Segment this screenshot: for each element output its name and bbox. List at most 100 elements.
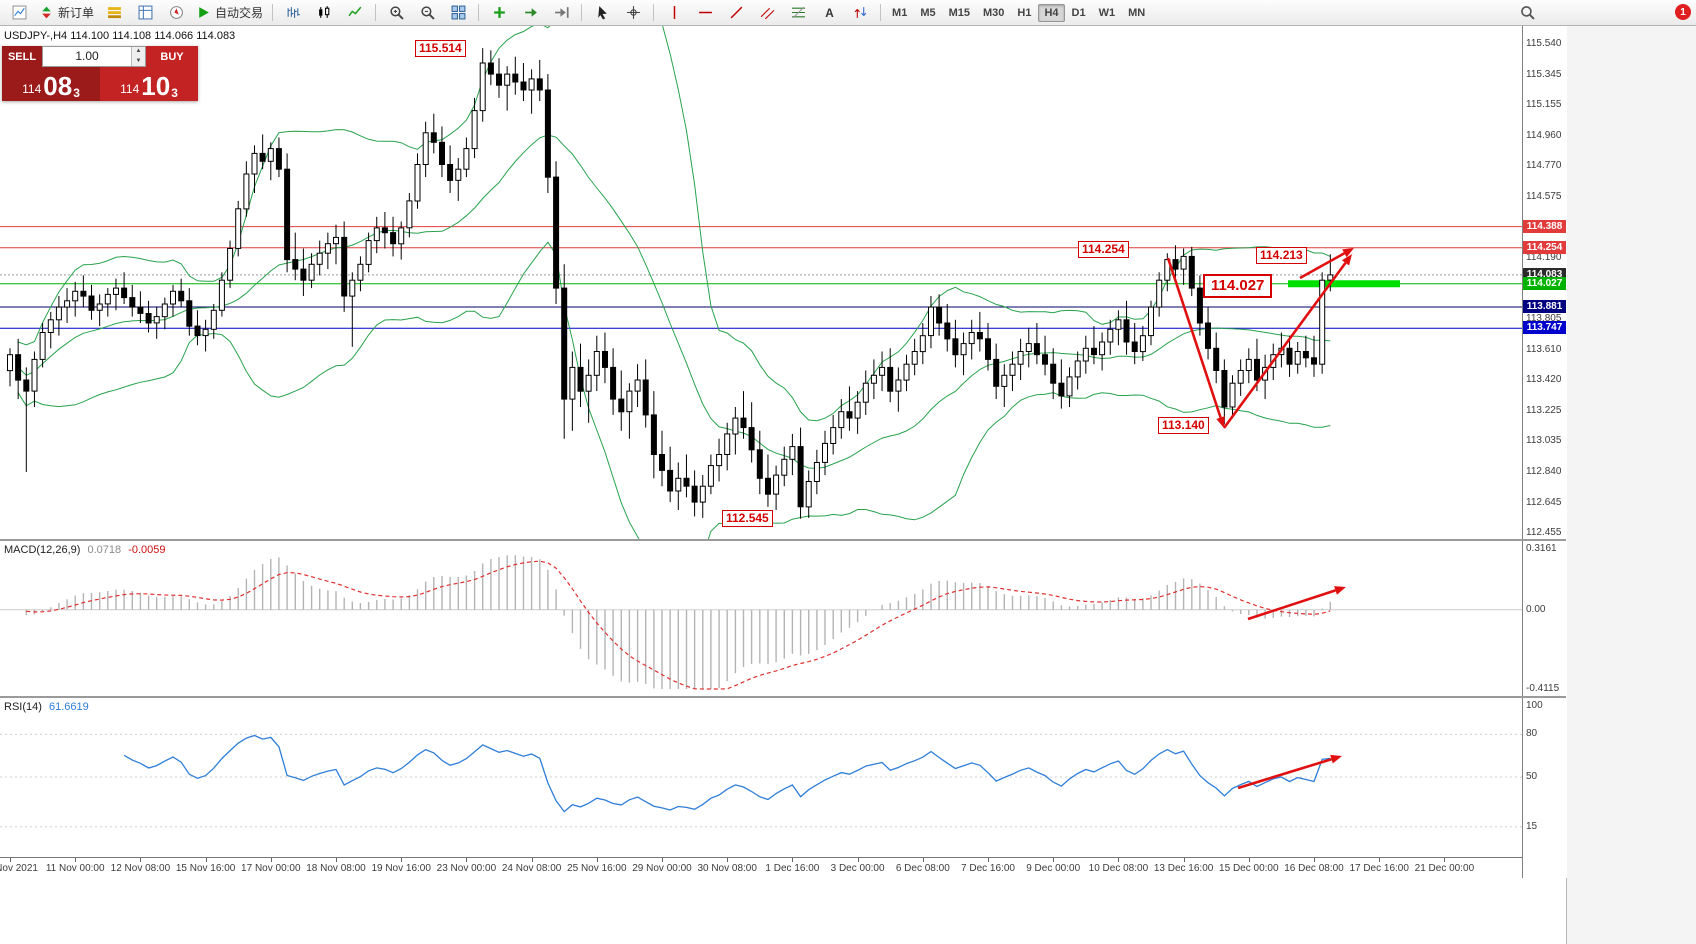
navigator-icon [169,5,184,20]
time-tick [1444,858,1446,862]
sell-button[interactable]: 114 08 3 [2,67,100,101]
price-annotation-114.254[interactable]: 114.254 [1078,241,1129,258]
time-tick [1248,858,1250,862]
time-tick [596,858,598,862]
bar-chart-button[interactable] [278,1,308,24]
zoom-in-button[interactable] [381,1,411,24]
time-tick [1053,858,1055,862]
symbol-ohlc-line: USDJPY-,H4 114.100 114.108 114.066 114.0… [4,30,236,42]
navigator-button[interactable] [161,1,191,24]
autotrading-label: 自动交易 [215,6,264,20]
notification-badge[interactable]: 1 [1675,4,1691,20]
shift-icon [554,5,569,20]
price-tick: 113.035 [1526,435,1562,447]
text-tool-button[interactable]: A [814,1,844,24]
line-chart-button[interactable] [340,1,370,24]
candles-icon [317,5,332,20]
bollinger-lower [17,241,1331,598]
crosshair-button[interactable] [618,1,648,24]
time-tick [140,858,142,862]
vertical-line-button[interactable] [659,1,689,24]
timeframe-h4-button[interactable]: H4 [1038,3,1065,22]
macd-chart-canvas[interactable] [0,541,1522,702]
time-label: 12 Nov 08:00 [110,863,171,874]
lot-size-field[interactable]: 1.00 ▲ ▼ [42,46,146,67]
trendline-button[interactable] [721,1,751,24]
price-tick: 115.345 [1526,68,1562,80]
macd-signal-value: -0.0059 [128,544,166,556]
time-label: 25 Nov 16:00 [567,863,627,874]
price-tick: 112.645 [1526,496,1562,508]
new-order-button[interactable]: 新订单 [35,1,98,24]
time-tick [401,858,403,862]
timeframe-m30-button[interactable]: M30 [983,6,1005,19]
macd-scale-zero: 0.00 [1526,603,1546,615]
market-watch-button[interactable] [99,1,129,24]
time-label: 15 Dec 00:00 [1219,863,1279,874]
horizontal-line-button[interactable] [690,1,720,24]
time-tick [75,858,77,862]
price-annotation-115.514[interactable]: 115.514 [415,40,466,57]
search-button[interactable] [1512,1,1542,24]
macd-main-value: 0.0718 [87,544,122,556]
time-label: 17 Nov 00:00 [241,863,301,874]
sell-tab[interactable]: SELL [2,46,42,67]
bars-icon [286,5,301,20]
fibonacci-button[interactable] [783,1,813,24]
rsi-chart-canvas[interactable] [0,698,1522,861]
lot-value[interactable]: 1.00 [75,49,99,63]
price-annotation-113.140[interactable]: 113.140 [1158,417,1209,434]
cursor-icon [595,5,610,20]
one-click-trade-panel[interactable]: SELL 1.00 ▲ ▼ BUY 114 08 3 114 10 3 [2,46,198,101]
price-axis[interactable]: 115.540 115.345 115.155 114.960 114.770 114.5… [1522,26,1567,878]
time-label: 30 Nov 08:00 [697,863,757,874]
cursor-button[interactable] [587,1,617,24]
panel-separator[interactable] [0,539,1566,541]
mini-chart-button[interactable] [4,1,34,24]
panel-separator[interactable] [0,696,1566,698]
timeframe-m5-button[interactable]: M5 [920,6,936,19]
arrows-icon [853,5,868,20]
price-annotation-114.027[interactable]: 114.027 [1203,274,1273,298]
timeframe-h1-button[interactable]: H1 [1017,6,1032,19]
time-label: 7 Dec 16:00 [961,863,1015,874]
time-label: 10 Dec 08:00 [1088,863,1149,874]
candlestick-chart-canvas[interactable] [0,0,1522,598]
buy-tab[interactable]: BUY [146,46,198,67]
macd-panel[interactable]: MACD(12,26,9) 0.0718 -0.0059 [0,541,1522,697]
timeframe-d1-button[interactable]: D1 [1071,6,1086,19]
toolbar: 新订单 自动交易 A M1 M5 M15 M30 H1 H4 D1 W1 MN [0,0,1696,26]
time-tick [988,858,989,862]
toolbar-separator [375,4,377,21]
timeframe-mn-button[interactable]: MN [1128,6,1146,19]
timeframe-m1-button[interactable]: M1 [892,6,908,19]
bollinger-upper [17,0,1331,422]
time-axis[interactable]: 11 Nov 2021 11 Nov 00:00 12 Nov 08:00 15 No… [0,857,1522,879]
price-tag: 114.254 [1523,240,1566,254]
time-tick [205,858,207,862]
price-annotation-114.213[interactable]: 114.213 [1256,247,1307,264]
timeframe-w1-button[interactable]: W1 [1098,6,1116,19]
indicators-button[interactable] [484,1,514,24]
auto-scroll-button[interactable] [515,1,545,24]
lot-up-icon[interactable]: ▲ [132,47,145,57]
main-chart-panel[interactable]: USDJPY-,H4 114.100 114.108 114.066 114.0… [0,0,1522,598]
autotrading-button[interactable]: 自动交易 [192,1,267,24]
zoom-out-button[interactable] [412,1,442,24]
candle-chart-button[interactable] [309,1,339,24]
buy-price-sup: 3 [171,86,178,100]
data-window-button[interactable] [130,1,160,24]
rsi-panel[interactable]: RSI(14) 61.6619 [0,698,1522,856]
autoscroll-icon [523,5,538,20]
equidistant-channel-button[interactable] [752,1,782,24]
tile-windows-button[interactable] [443,1,473,24]
zoomin-icon [389,5,404,20]
lot-down-icon[interactable]: ▼ [132,56,145,66]
lot-stepper[interactable]: ▲ ▼ [131,47,145,66]
price-annotation-112.545[interactable]: 112.545 [722,510,773,527]
chart-shift-button[interactable] [546,1,576,24]
timeframe-m15-button[interactable]: M15 [948,6,970,19]
price-tick: 112.840 [1526,465,1562,477]
arrows-tool-button[interactable] [845,1,875,24]
buy-button[interactable]: 114 10 3 [100,67,198,101]
